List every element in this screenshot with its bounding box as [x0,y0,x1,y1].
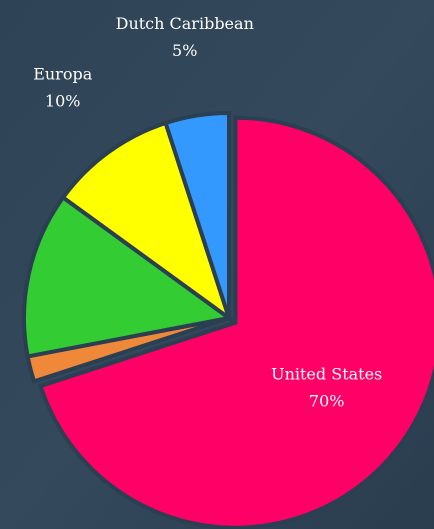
pie-slice [22,194,234,359]
slice-value: 70% [309,391,345,410]
slice-value: 5% [172,41,197,60]
pie-slice [37,115,434,529]
slice-value: 10% [45,92,81,111]
slice-label: Europa [33,65,93,84]
pie-slice [60,120,233,324]
slice-label: Dutch Caribbean [116,14,254,33]
slice-label: United States [271,364,382,383]
pie-slice [163,110,231,319]
